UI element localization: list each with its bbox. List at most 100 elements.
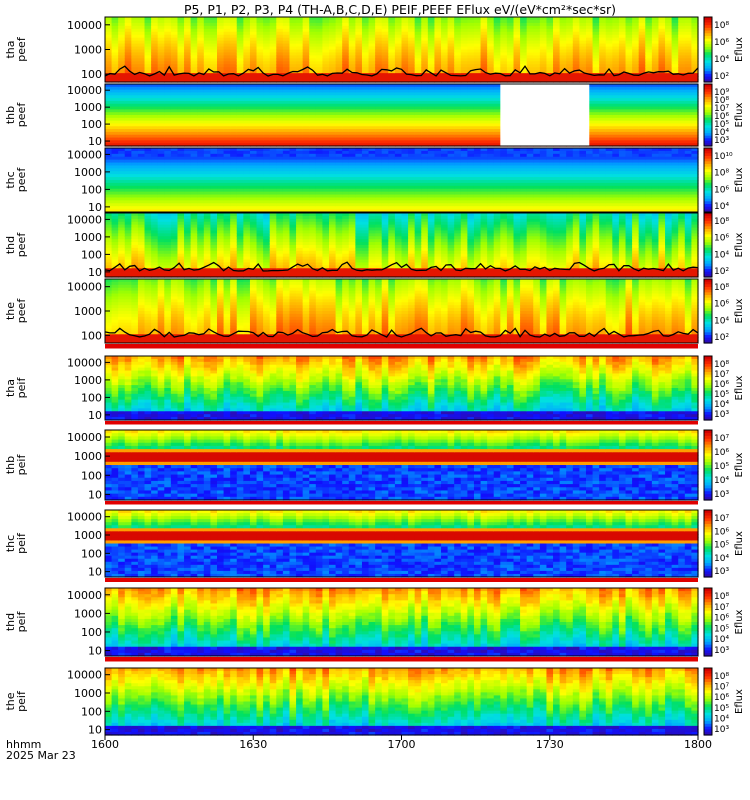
spectrogram-cell: [105, 28, 113, 33]
spectrogram-cell: [520, 46, 528, 51]
spectrogram-cell: [144, 185, 152, 190]
spectrogram-cell: [592, 67, 600, 71]
spectrogram-cell: [638, 89, 646, 94]
spectrogram-cell: [249, 209, 258, 213]
spectrogram-cell: [170, 109, 179, 113]
spectrogram-cell: [480, 126, 488, 130]
spectrogram-cell: [177, 150, 185, 155]
spectrogram-cell: [197, 150, 205, 155]
spectrogram-cell: [473, 55, 482, 59]
spectrogram-cell: [434, 34, 442, 39]
spectrogram-cell: [118, 194, 126, 199]
spectrogram-cell: [388, 25, 396, 30]
spectrogram-cell: [243, 171, 251, 175]
spectrogram-cell: [605, 123, 613, 127]
spectrogram-cell: [632, 37, 640, 42]
spectrogram-cell: [151, 79, 159, 83]
spectrogram-cell: [599, 115, 607, 119]
spectrogram-cell: [315, 156, 324, 161]
spectrogram-cell: [302, 25, 310, 30]
spectrogram-cell: [309, 58, 317, 62]
spectrogram-cell: [361, 43, 370, 48]
spectrogram-cell: [335, 22, 343, 27]
spectrogram-cell: [427, 73, 436, 77]
spectrogram-cell: [296, 131, 304, 136]
spectrogram-cell: [223, 148, 231, 152]
spectrogram-cell: [184, 182, 192, 187]
spectrogram-cell: [105, 156, 113, 161]
spectrogram-cell: [236, 67, 244, 71]
spectrogram-cell: [651, 25, 660, 30]
spectrogram-cell: [296, 52, 304, 56]
spectrogram-cell: [105, 188, 113, 193]
spectrogram-cell: [625, 58, 633, 62]
spectrogram-cell: [124, 76, 132, 80]
spectrogram-cell: [203, 98, 212, 102]
spectrogram-cell: [559, 17, 567, 21]
spectrogram-cell: [190, 117, 198, 122]
spectrogram-cell: [658, 28, 666, 33]
spectrogram-cell: [460, 109, 468, 113]
spectrogram-cell: [493, 140, 501, 144]
spectrogram-cell: [618, 143, 627, 147]
spectrogram-cell: [599, 98, 607, 102]
spectrogram-cell: [322, 120, 330, 125]
spectrogram-cell: [329, 92, 337, 96]
spectrogram-cell: [124, 185, 132, 190]
spectrogram-cell: [230, 55, 238, 59]
spectrogram-cell: [302, 73, 310, 77]
spectrogram-cell: [394, 49, 403, 54]
spectrogram-cell: [691, 37, 699, 42]
spectrogram-cell: [381, 134, 389, 139]
spectrogram-cell: [348, 112, 356, 116]
spectrogram-cell: [605, 28, 613, 33]
spectrogram-cell: [269, 182, 277, 187]
spectrogram-cell: [658, 52, 666, 56]
spectrogram-cell: [197, 197, 205, 201]
spectrogram-cell: [315, 70, 324, 74]
spectrogram-cell: [144, 206, 152, 210]
spectrogram-cell: [572, 55, 580, 59]
spectrogram-cell: [151, 37, 159, 42]
spectrogram-cell: [170, 203, 179, 207]
spectrogram-cell: [348, 203, 356, 207]
spectrogram-cell: [118, 55, 126, 59]
spectrogram-cell: [381, 34, 389, 39]
spectrogram-cell: [131, 92, 139, 96]
spectrogram-cell: [408, 95, 416, 99]
spectrogram-cell: [408, 49, 416, 54]
spectrogram-cell: [381, 52, 389, 56]
spectrogram-cell: [612, 17, 620, 21]
spectrogram-cell: [164, 168, 172, 172]
spectrogram-cell: [210, 134, 218, 139]
spectrogram-cell: [177, 165, 185, 169]
spectrogram-cell: [289, 143, 297, 147]
spectrogram-cell: [210, 28, 218, 33]
spectrogram-cell: [111, 134, 119, 139]
spectrogram-cell: [513, 64, 521, 68]
spectrogram-cell: [124, 64, 132, 68]
spectrogram-cell: [506, 61, 515, 65]
spectrogram-cell: [592, 115, 600, 119]
spectrogram-cell: [157, 115, 165, 119]
spectrogram-cell: [585, 123, 594, 127]
spectrogram-cell: [289, 206, 297, 210]
spectrogram-cell: [678, 17, 686, 21]
spectrogram-cell: [249, 206, 258, 210]
spectrogram-cell: [124, 17, 132, 21]
spectrogram-cell: [269, 137, 277, 141]
spectrogram-cell: [329, 153, 337, 158]
spectrogram-cell: [625, 73, 633, 77]
spectrogram-cell: [184, 73, 192, 77]
spectrogram-cell: [678, 40, 686, 45]
spectrogram-cell: [625, 131, 633, 136]
spectrogram-cell: [269, 106, 277, 110]
spectrogram-cell: [144, 117, 152, 122]
spectrogram-cell: [302, 43, 310, 48]
spectrogram-cell: [177, 49, 185, 54]
spectrogram-cell: [533, 46, 541, 51]
spectrogram-cell: [487, 79, 495, 83]
spectrogram-cell: [381, 98, 389, 102]
spectrogram-cell: [421, 103, 429, 108]
spectrogram-cell: [296, 64, 304, 68]
